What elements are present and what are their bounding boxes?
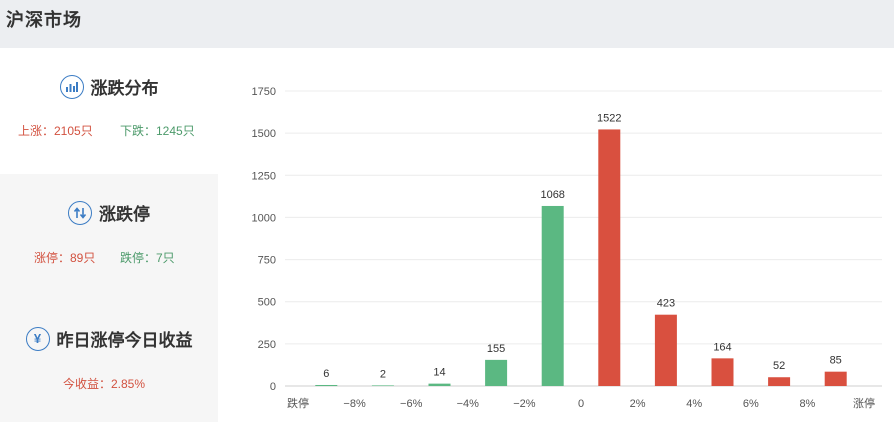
bar	[428, 383, 451, 386]
bar	[598, 129, 621, 386]
bar	[371, 385, 394, 386]
x-tick-label: −6%	[400, 398, 423, 410]
x-tick-label: −2%	[513, 398, 536, 410]
limit-panel: 涨跌停 涨停：89只 跌停：7只 ¥ 昨日涨停今日收益 今收益：2.85%	[0, 174, 218, 422]
y-tick-label: 1000	[252, 212, 276, 224]
yield-header: ¥ 昨日涨停今日收益	[0, 326, 218, 351]
y-tick-label: 0	[270, 381, 276, 393]
down-count: 下跌：1245只	[120, 124, 195, 138]
x-tick-label: 8%	[799, 398, 815, 410]
x-tick-label: 跌停	[287, 396, 309, 410]
bar	[824, 371, 847, 386]
data-label: 1068	[540, 189, 564, 201]
distribution-header: 涨跌分布	[0, 74, 218, 99]
bar	[654, 314, 677, 386]
y-tick-label: 1500	[252, 128, 276, 140]
y-tick-label: 1250	[252, 170, 276, 182]
bar	[485, 359, 508, 386]
limit-down-count: 跌停：7只	[120, 251, 175, 265]
y-tick-label: 1750	[252, 86, 276, 98]
distribution-chart: 0 250 500 750 1000 1250 1500 1750 跌停 −8% −6% −4% −2%…	[218, 48, 894, 422]
bar	[711, 358, 734, 386]
up-down-arrows-icon	[68, 200, 92, 225]
bar	[315, 384, 338, 386]
data-label: 423	[657, 298, 675, 310]
distribution-title: 涨跌分布	[90, 79, 159, 98]
x-tick-label: 2%	[630, 398, 646, 410]
y-tick-label: 750	[258, 255, 276, 267]
bar-chart-svg: 0 250 500 750 1000 1250 1500 1750 跌停 −8% −6% −4% −2%…	[252, 86, 882, 410]
page-title: 沪深市场	[6, 10, 82, 30]
bar	[541, 205, 564, 386]
bar	[768, 377, 791, 386]
yield-value: 今收益：2.85%	[63, 377, 146, 391]
up-count: 上涨：2105只	[18, 124, 93, 138]
x-tick-label: −4%	[457, 398, 480, 410]
x-tick-label: 4%	[686, 398, 702, 410]
data-label: 164	[713, 341, 731, 353]
distribution-panel: 涨跌分布 上涨：2105只 下跌：1245只	[0, 48, 218, 174]
data-label: 6	[323, 368, 329, 380]
x-tick-label: 0	[578, 398, 584, 410]
y-tick-label: 250	[258, 339, 276, 351]
limit-title: 涨跌停	[99, 205, 150, 224]
yield-title: 昨日涨停今日收益	[56, 331, 193, 350]
y-tick-label: 500	[258, 297, 276, 309]
data-label: 1522	[597, 112, 621, 124]
x-tick-label: −8%	[343, 398, 366, 410]
data-label: 155	[487, 343, 505, 355]
x-tick-label: 6%	[743, 398, 759, 410]
limit-header: 涨跌停	[0, 200, 218, 225]
x-tick-label: 涨停	[853, 396, 875, 410]
yen-icon: ¥	[25, 326, 50, 351]
data-label: 14	[433, 367, 445, 379]
data-label: 85	[830, 355, 842, 367]
market-header: 沪深市场	[0, 0, 894, 48]
bar-chart-icon	[59, 74, 84, 99]
data-label: 2	[380, 368, 386, 380]
left-panel: 涨跌分布 上涨：2105只 下跌：1245只 涨跌停 涨停：89只 跌停：7只 …	[0, 48, 218, 422]
data-label: 52	[773, 360, 785, 372]
limit-up-count: 涨停：89只	[34, 251, 96, 265]
